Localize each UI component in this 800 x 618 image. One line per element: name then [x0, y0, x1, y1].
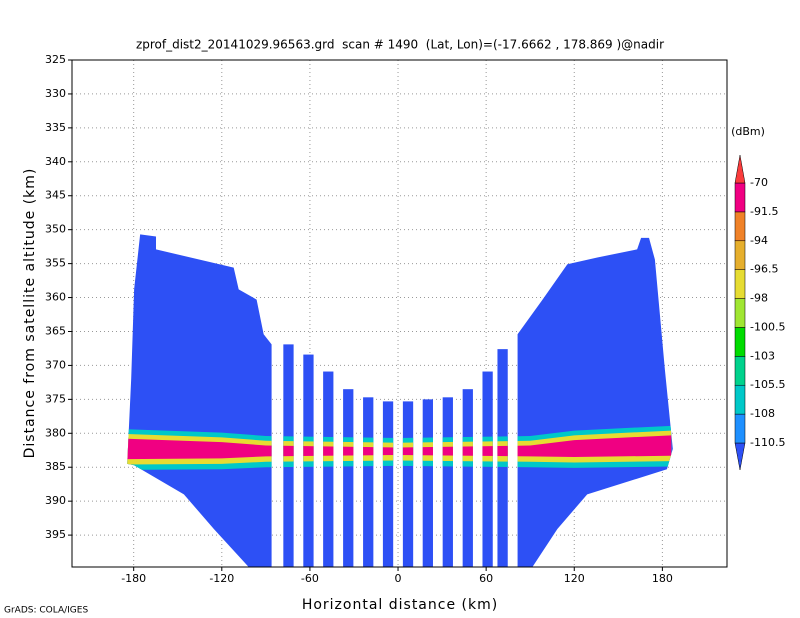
colorbar-tick-label: -103	[750, 349, 775, 362]
plot-frame	[71, 59, 728, 568]
x-tick-label: 120	[564, 572, 585, 585]
colorbar-tick-label: -96.5	[750, 263, 778, 276]
column	[363, 397, 374, 567]
region	[127, 234, 272, 567]
colorbar-swatch	[734, 413, 746, 444]
y-tick-label: 345	[45, 189, 66, 202]
y-tick-label: 360	[45, 291, 66, 304]
x-tick-label: -60	[301, 572, 319, 585]
y-tick-label: 370	[45, 358, 66, 371]
chart-title: zprof_dist2_20141029.96563.grd scan # 14…	[136, 38, 664, 52]
column	[442, 397, 453, 567]
y-tick-label: 350	[45, 223, 66, 236]
y-tick-label: 385	[45, 460, 66, 473]
field	[127, 234, 673, 567]
x-tick-label: 0	[395, 572, 402, 585]
colorbar-tick-label: -91.5	[750, 205, 778, 218]
x-tick-label: 180	[652, 572, 673, 585]
colorbar-tick-label: -105.5	[750, 378, 785, 391]
y-tick-label: 395	[45, 528, 66, 541]
column	[323, 371, 334, 567]
colorbar-swatch	[734, 211, 746, 242]
footer: GrADS: COLA/IGES	[4, 606, 88, 616]
colorbar-tick-label: -100.5	[750, 320, 785, 333]
y-tick-label: 325	[45, 53, 66, 66]
colorbar-swatch	[734, 269, 746, 299]
column	[382, 401, 394, 567]
colorbar-tick-label: -70	[750, 176, 768, 189]
y-tick-label: 390	[45, 494, 66, 507]
x-tick-label: -180	[121, 572, 146, 585]
y-axis-title: Distance from satellite altitude (km)	[22, 168, 38, 459]
column	[422, 399, 433, 567]
colorbar-tick-label: -98	[750, 292, 768, 305]
y-tick-label: 330	[45, 87, 66, 100]
colorbar-swatch	[734, 154, 746, 184]
x-axis-title: Horizontal distance (km)	[302, 597, 498, 613]
colorbar-swatch	[734, 298, 746, 328]
y-tick-label: 365	[45, 324, 66, 337]
column	[482, 371, 493, 567]
column	[402, 401, 414, 567]
x-tick-label: 60	[479, 572, 493, 585]
colorbar-tick-label: -94	[750, 234, 768, 247]
colorbar-tick-label: -110.5	[750, 436, 785, 449]
colorbar-swatch	[734, 182, 746, 213]
column	[462, 389, 473, 567]
echo-band	[127, 435, 672, 460]
colorbar-label: (dBm)	[731, 125, 765, 138]
colorbar-swatch	[734, 384, 746, 415]
region	[517, 237, 673, 567]
y-tick-label: 380	[45, 426, 66, 439]
column	[343, 389, 354, 567]
y-tick-label: 355	[45, 257, 66, 270]
colorbar-tick-label: -108	[750, 407, 775, 420]
colorbar-swatch	[734, 327, 746, 357]
x-tick-label: -120	[209, 572, 234, 585]
colorbar-swatch	[734, 240, 746, 270]
y-tick-label: 335	[45, 121, 66, 134]
y-tick-label: 340	[45, 155, 66, 168]
colorbar-swatch	[734, 442, 746, 471]
colorbar-swatch	[734, 356, 746, 386]
y-tick-label: 375	[45, 392, 66, 405]
